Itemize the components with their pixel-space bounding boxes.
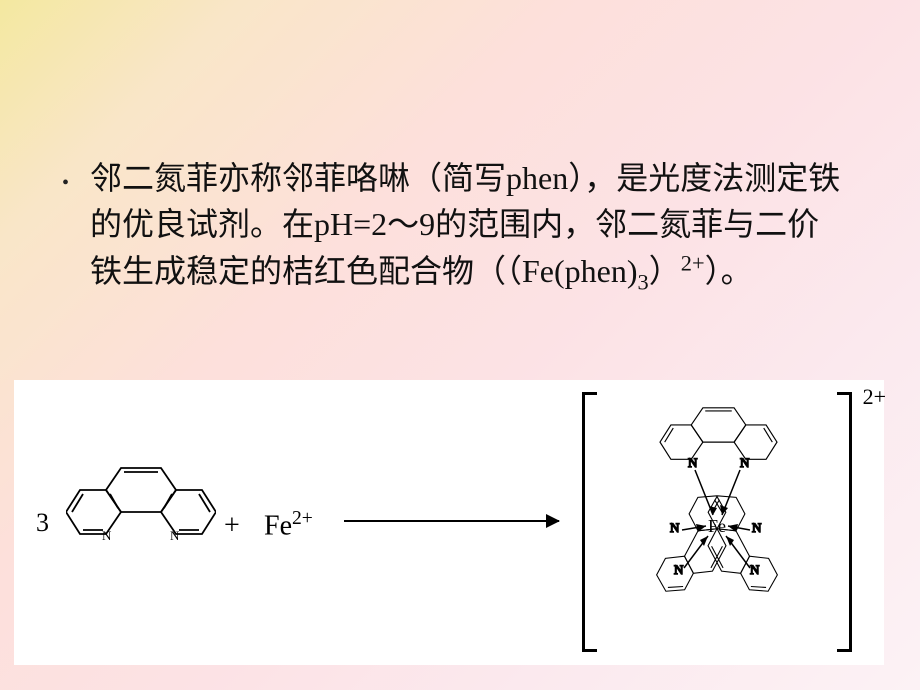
phenanthroline-structure: N N xyxy=(66,458,216,563)
plus-sign: + xyxy=(224,510,240,542)
paragraph-seg-b: ） xyxy=(649,253,681,289)
paragraph-seg-c: ）。 xyxy=(705,253,753,289)
complex-charge: 2+ xyxy=(863,384,886,410)
svg-text:N: N xyxy=(670,520,680,535)
stoich-coefficient: 3 xyxy=(36,508,49,538)
n-atom-label: N xyxy=(170,528,180,543)
fe-symbol: Fe xyxy=(264,510,292,541)
paragraph: 邻二氮菲亦称邻菲咯啉（简写phen），是光度法测定铁的优良试剂。在pH=2～9的… xyxy=(90,160,840,289)
bullet-dot: • xyxy=(62,169,69,198)
ferrous-ion: Fe2+ xyxy=(264,508,313,542)
feph3-complex: 2+ Fe N N xyxy=(582,392,852,657)
n-atom-label: N xyxy=(102,528,112,543)
fe-charge: 2+ xyxy=(292,508,313,529)
phen-svg: N N xyxy=(66,458,216,558)
svg-text:N: N xyxy=(674,562,684,577)
slide: • 邻二氮菲亦称邻菲咯啉（简写phen），是光度法测定铁的优良试剂。在pH=2～… xyxy=(0,0,920,690)
paragraph-subscript-3: 3 xyxy=(638,270,649,295)
reaction-equation-area: 3 xyxy=(14,380,884,665)
paragraph-superscript-2plus: 2+ xyxy=(681,251,705,276)
svg-text:N: N xyxy=(688,455,698,470)
body-text-block: • 邻二氮菲亦称邻菲咯啉（简写phen），是光度法测定铁的优良试剂。在pH=2～… xyxy=(90,155,850,299)
svg-text:N: N xyxy=(750,562,760,577)
fe-center-label: Fe xyxy=(708,516,726,536)
svg-text:N: N xyxy=(740,455,750,470)
complex-svg: Fe N N xyxy=(600,400,834,648)
right-bracket xyxy=(833,392,852,652)
reaction-arrow xyxy=(344,520,559,522)
ligand-lower-right: N N xyxy=(689,488,782,606)
svg-text:N: N xyxy=(752,520,762,535)
ligand-lower-left: N N xyxy=(652,488,745,606)
left-bracket xyxy=(582,392,601,652)
